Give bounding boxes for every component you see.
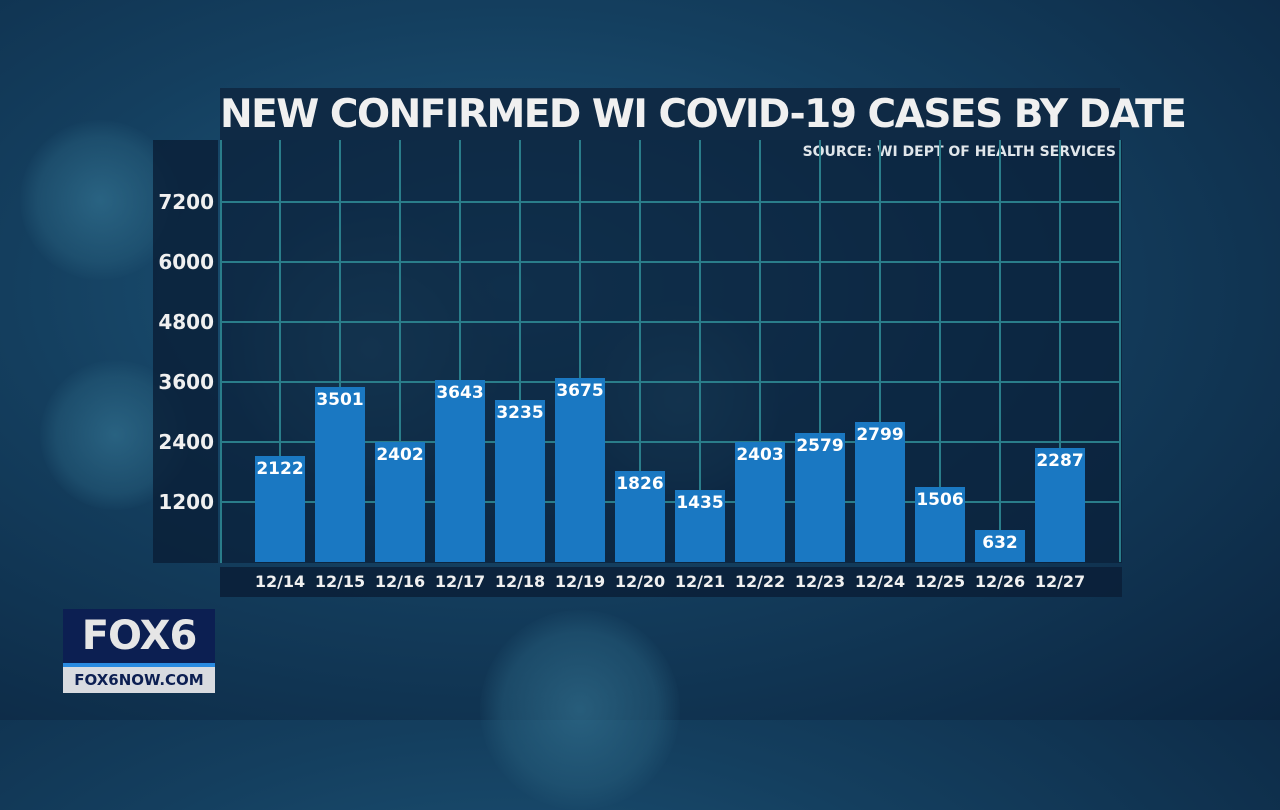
y-tick-label: 7200 [158,190,214,214]
x-tick-label: 12/20 [614,572,666,591]
bar [1035,447,1085,562]
bar [675,490,725,562]
bar [915,486,965,562]
x-tick-label: 12/14 [254,572,306,591]
title-bar: NEW CONFIRMED WI COVID-19 CASES BY DATE [220,88,1187,140]
bar [615,470,665,562]
bar-value-label: 2403 [736,444,784,465]
x-tick-label: 12/24 [854,572,906,591]
bar-value-label: 2799 [856,425,904,446]
x-tick-label: 12/17 [434,572,486,591]
logo-url: FOX6NOW.COM [63,667,215,693]
bar [375,441,425,562]
y-tick-label: 4800 [158,310,214,334]
chart-title: NEW CONFIRMED WI COVID-19 CASES BY DATE [220,92,1187,137]
y-tick-label: 6000 [158,250,214,274]
bar-value-label: 1506 [916,489,964,510]
bar-value-label: 2402 [376,444,424,465]
bar [795,433,845,562]
plot-area [220,140,1122,563]
y-tick-label: 2400 [158,430,214,454]
logo-stripe [63,663,215,667]
y-axis-panel [153,140,218,563]
x-tick-label: 12/19 [554,572,606,591]
bar-value-label: 632 [982,533,1018,554]
bar-value-label: 2122 [256,458,304,479]
y-tick-label: 1200 [158,490,214,514]
bar-value-label: 1826 [616,473,664,494]
bar-value-label: 3675 [556,381,604,402]
x-tick-label: 12/23 [794,572,846,591]
bar [435,379,485,562]
bar-value-label: 3643 [436,382,484,403]
bar-value-label: 3235 [496,403,544,424]
bar [855,422,905,562]
bar-value-label: 2579 [796,436,844,457]
bar [735,441,785,562]
bar [975,530,1025,562]
x-tick-label: 12/16 [374,572,426,591]
bar-value-label: 1435 [676,493,724,514]
x-tick-label: 12/21 [674,572,726,591]
fox6-logo: FOX6 FOX6NOW.COM [63,609,215,693]
bar [555,378,605,562]
x-tick-label: 12/26 [974,572,1026,591]
bar [495,400,545,562]
x-tick-label: 12/22 [734,572,786,591]
x-tick-label: 12/25 [914,572,966,591]
bar [255,455,305,562]
bar-value-label: 3501 [316,389,364,410]
x-axis-panel [220,567,1122,597]
x-tick-label: 12/18 [494,572,546,591]
logo-name: FOX6 [63,609,215,663]
y-tick-label: 3600 [158,370,214,394]
x-tick-label: 12/15 [314,572,366,591]
x-tick-label: 12/27 [1034,572,1086,591]
bar [315,386,365,562]
bar-value-label: 2287 [1036,450,1084,471]
